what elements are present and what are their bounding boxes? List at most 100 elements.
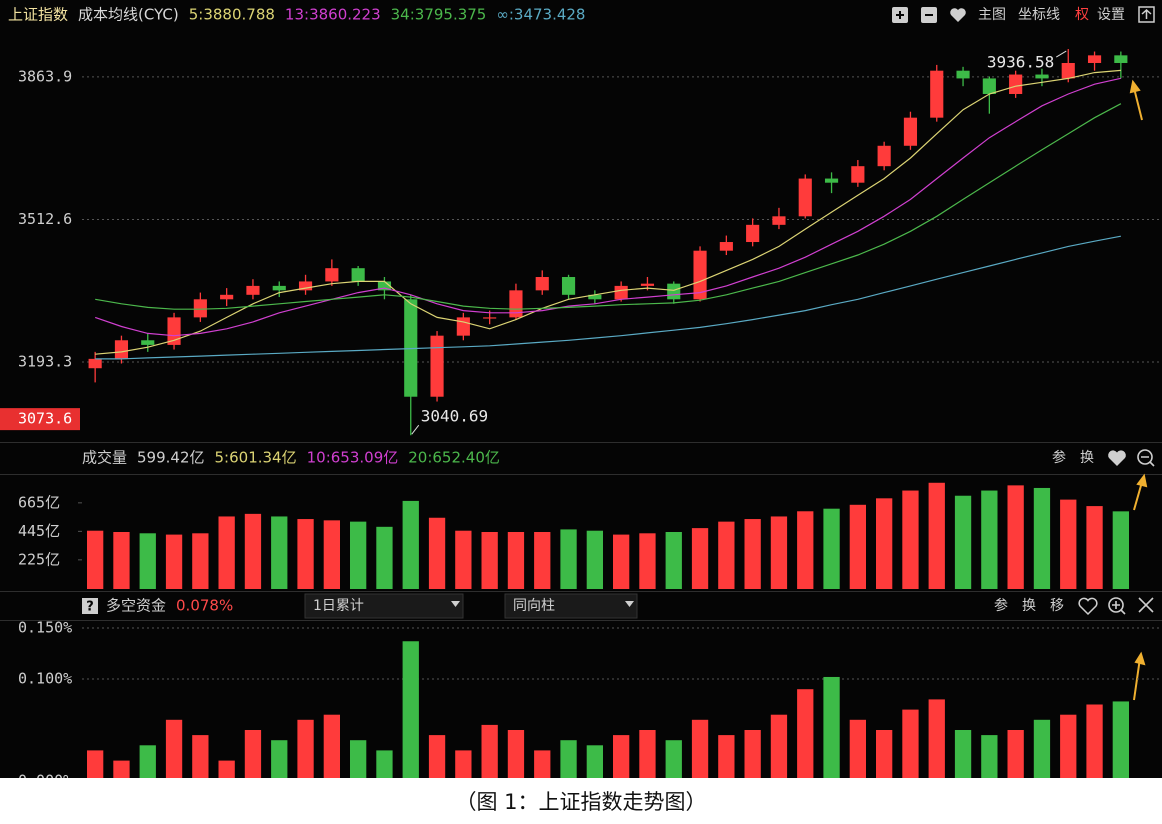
- candle-body: [193, 299, 207, 318]
- price-toolbar-icons[interactable]: [892, 6, 1155, 23]
- indicator: 0.078%: [176, 597, 233, 615]
- candle-body: [746, 224, 760, 243]
- y-tick-label: 3512.6: [18, 210, 72, 228]
- toolbar-button[interactable]: 换: [1022, 597, 1036, 614]
- toolbar-button[interactable]: 参: [1052, 449, 1066, 466]
- bar: [744, 519, 761, 589]
- candle-body: [88, 358, 102, 369]
- y-tick-label: 445亿: [18, 522, 60, 540]
- bar: [612, 735, 630, 778]
- close-button[interactable]: [1138, 597, 1154, 613]
- bar: [981, 735, 998, 778]
- zoom-icon: [1141, 456, 1155, 467]
- indicator: 10:653.09亿: [307, 449, 399, 467]
- candle-body: [588, 294, 602, 300]
- help-button[interactable]: [82, 598, 98, 614]
- toolbar-button[interactable]: 权: [1075, 7, 1089, 23]
- bar: [244, 513, 262, 589]
- favorite-button[interactable]: [1108, 450, 1126, 466]
- background: [0, 0, 1162, 778]
- price-marker-box: [0, 408, 80, 431]
- bar: [770, 516, 788, 589]
- bar: [534, 532, 551, 589]
- high-annotation: 3936.58: [987, 53, 1054, 72]
- toolbar-button[interactable]: 换: [1080, 449, 1094, 466]
- bar: [1112, 701, 1130, 778]
- fund-toolbar-icons[interactable]: ?: [82, 597, 1154, 616]
- bar: [823, 676, 840, 778]
- bar: [271, 740, 288, 778]
- indicator: 20:652.40亿: [408, 449, 500, 467]
- bar: [1033, 487, 1051, 589]
- zoom-icon: [1112, 601, 1126, 615]
- candle-body: [877, 145, 891, 167]
- favorite-button[interactable]: [1078, 597, 1098, 616]
- favorite-button[interactable]: [950, 8, 966, 22]
- bar: [691, 719, 709, 778]
- bar: [954, 495, 972, 589]
- candle-body: [693, 250, 707, 300]
- bar: [928, 482, 945, 589]
- dropdowns[interactable]: 1日累计 同向柱: [304, 593, 638, 619]
- toolbar-button[interactable]: 主图: [978, 7, 1006, 23]
- bar: [770, 714, 788, 778]
- zoom-out-button[interactable]: [1137, 449, 1153, 465]
- bar: [639, 533, 656, 589]
- zoom-in-button[interactable]: [1108, 597, 1124, 613]
- dropdown-arrow: [451, 601, 460, 607]
- toolbar-button[interactable]: 坐标线: [1018, 7, 1060, 23]
- y-tick-label: 0.100%: [18, 670, 72, 688]
- bar: [165, 534, 183, 589]
- bar: [455, 530, 472, 589]
- caption: （图 1：上证指数走势图）: [455, 790, 706, 814]
- bar: [875, 730, 893, 778]
- legend-entry: 5:3880.788: [189, 6, 275, 24]
- bar: [218, 516, 235, 589]
- bar: [534, 750, 551, 778]
- bar: [612, 534, 630, 589]
- bar: [113, 760, 130, 778]
- bar: [1060, 499, 1077, 589]
- volume-toolbar-icons[interactable]: [1108, 449, 1155, 467]
- bar: [797, 689, 814, 778]
- bar: [218, 760, 235, 778]
- bar: [481, 724, 498, 778]
- candle-body: [824, 178, 839, 183]
- y-tick-label: 225亿: [18, 550, 60, 568]
- bar: [718, 735, 735, 778]
- candle-body: [798, 178, 812, 217]
- candle-body: [430, 335, 444, 397]
- bar: [86, 530, 104, 589]
- candle-body: [903, 117, 918, 146]
- toolbar-button[interactable]: 移: [1050, 598, 1064, 614]
- toolbar-button[interactable]: 参: [994, 597, 1008, 614]
- bar: [744, 730, 761, 778]
- candle-body: [1009, 74, 1023, 94]
- expand-button[interactable]: [1138, 6, 1155, 23]
- bar: [849, 719, 867, 778]
- ma-line: [95, 103, 1122, 310]
- bar: [875, 498, 893, 589]
- caption-background: [0, 778, 1162, 824]
- bar: [139, 745, 156, 778]
- candle-body: [930, 70, 944, 118]
- candle-body: [351, 268, 365, 282]
- arrow-head: [1129, 79, 1141, 94]
- y-tick-label: 665亿: [18, 493, 60, 511]
- candle-body: [982, 78, 996, 94]
- toolbar-button[interactable]: 设置: [1097, 7, 1125, 23]
- arrow-head: [1134, 651, 1146, 666]
- bar: [1086, 506, 1103, 589]
- bar: [507, 532, 525, 589]
- bar: [507, 730, 525, 778]
- bar: [1112, 511, 1130, 589]
- chart-subtitle: 成本均线(CYC): [78, 6, 179, 24]
- bar: [192, 533, 209, 589]
- dropdown[interactable]: [304, 593, 464, 619]
- candle-body: [561, 277, 576, 295]
- legend-entry: 34:3795.375: [391, 6, 487, 24]
- bar: [402, 641, 419, 778]
- candle-body: [535, 277, 549, 291]
- dropdown[interactable]: [504, 593, 638, 619]
